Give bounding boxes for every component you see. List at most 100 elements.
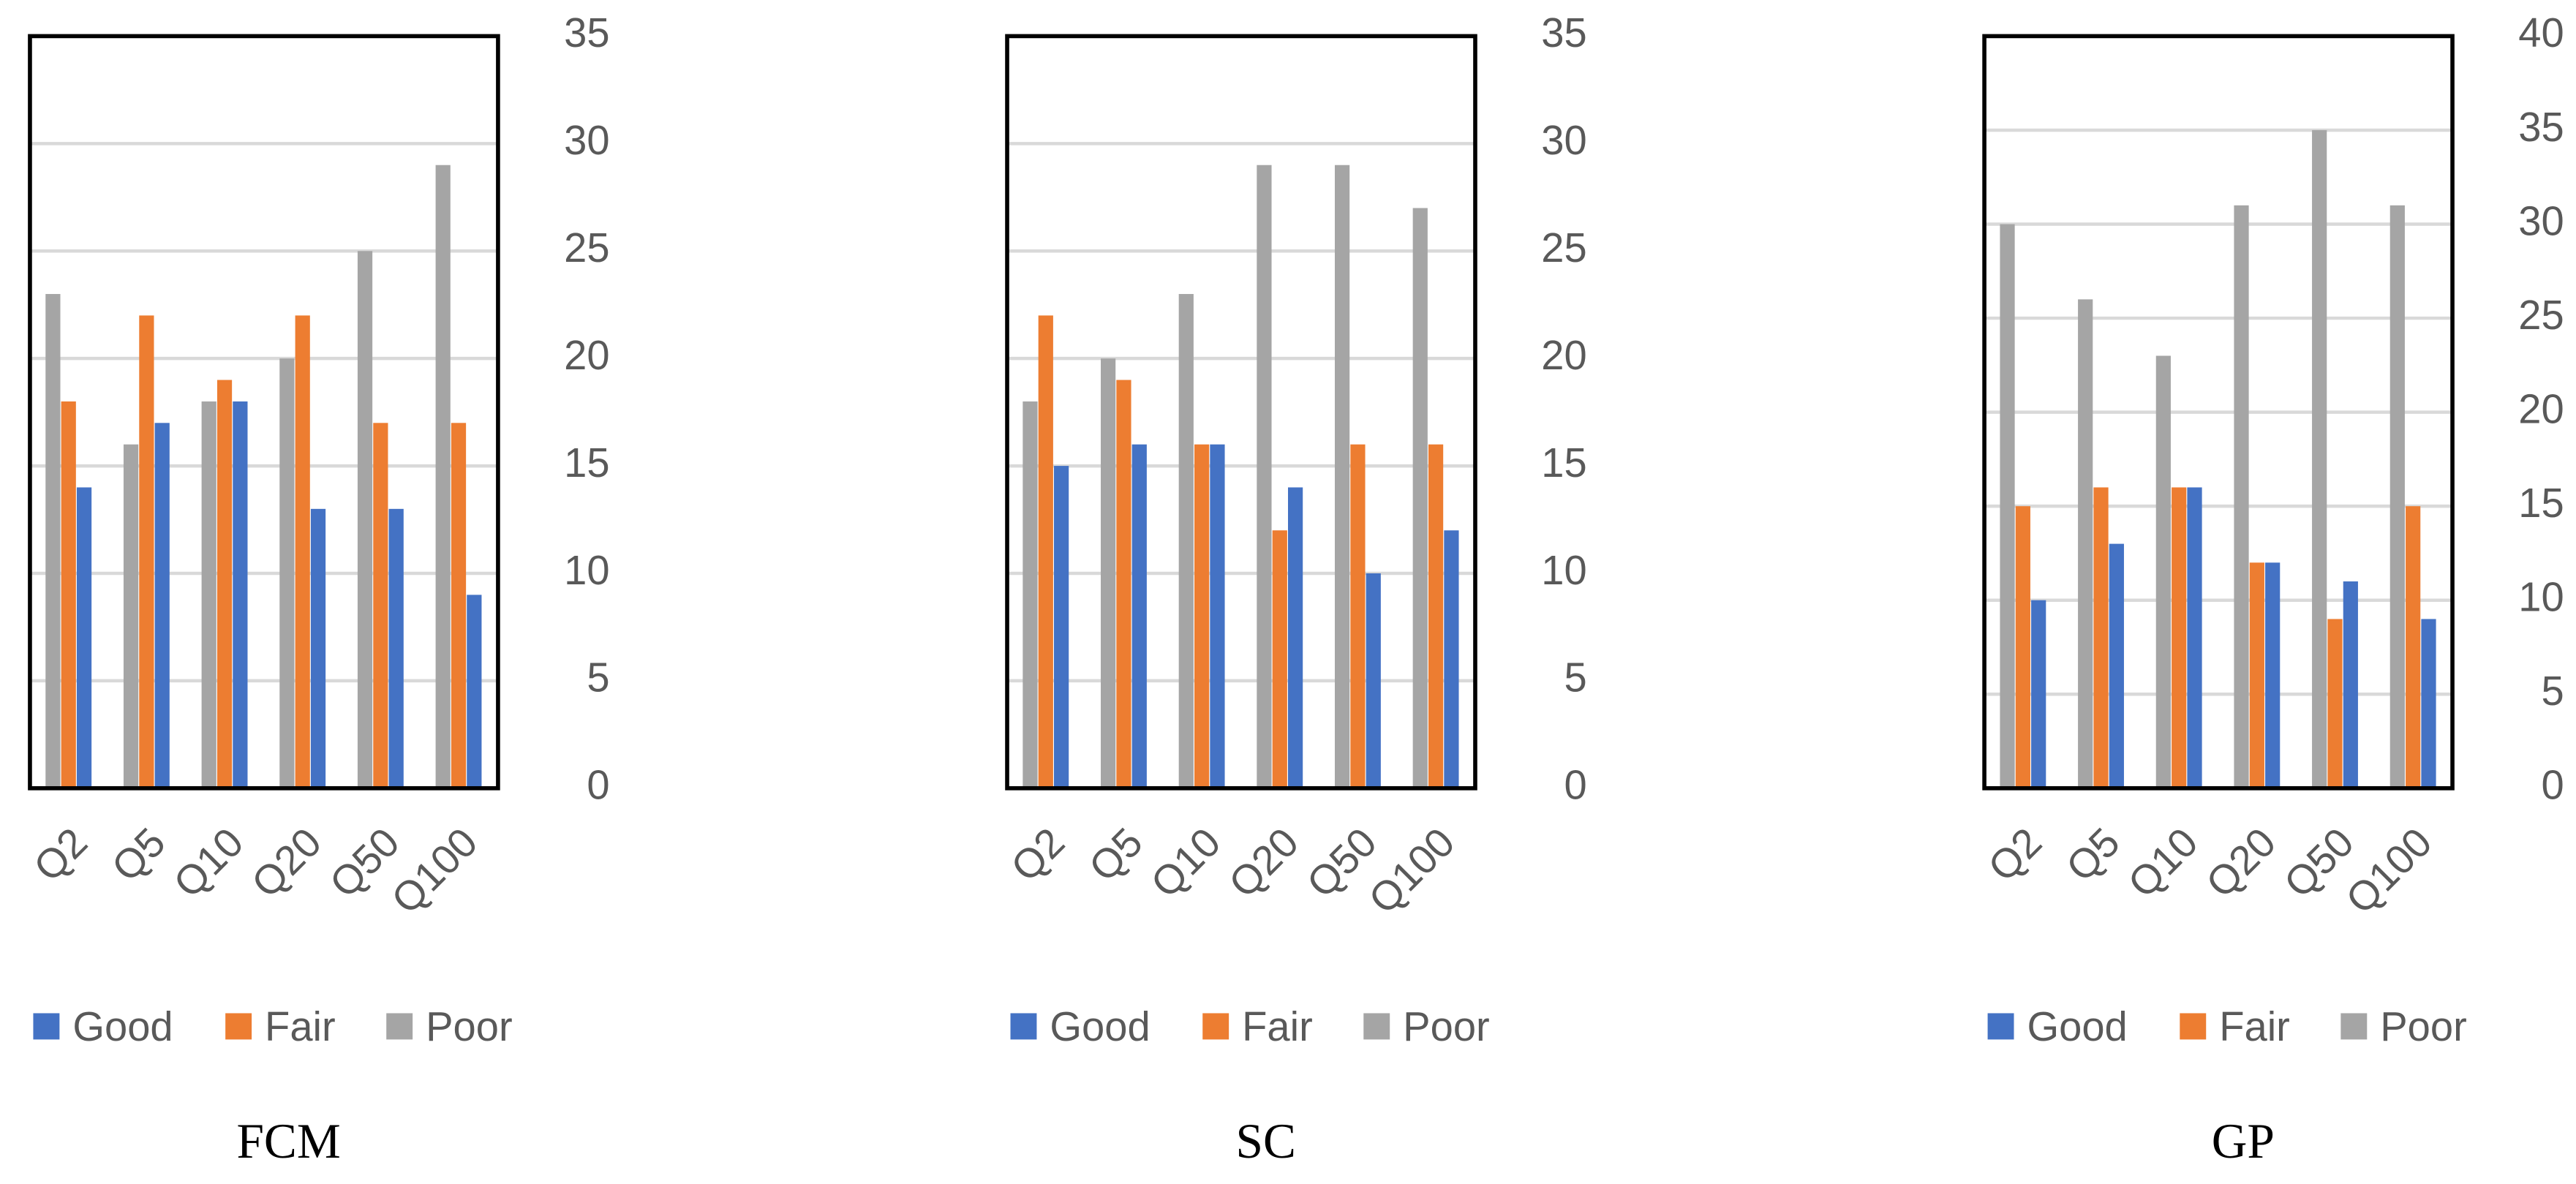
bar: [2172, 487, 2187, 788]
y-tick-label: 25: [1541, 225, 1586, 271]
bar: [2234, 205, 2249, 788]
bar: [1023, 401, 1038, 788]
y-tick-label: 5: [1564, 655, 1586, 701]
bar: [1428, 444, 1444, 788]
legend-swatch: [225, 1013, 252, 1040]
y-tick-label: 20: [1541, 332, 1586, 378]
bar: [2249, 562, 2264, 788]
legend-swatch: [33, 1013, 60, 1040]
bar: [357, 251, 373, 788]
legend-swatch: [2340, 1013, 2368, 1040]
bar: [1257, 165, 1272, 788]
bar: [451, 423, 467, 788]
x-tick-label: Q100: [383, 819, 486, 923]
legend-swatch: [1987, 1013, 2014, 1040]
bar: [435, 165, 451, 788]
x-tick-label: Q2: [25, 819, 96, 890]
y-tick-label: 30: [2518, 197, 2564, 244]
bar: [61, 401, 76, 788]
legend-label: Fair: [1242, 1003, 1313, 1049]
bar: [2187, 487, 2202, 788]
x-tick-label: Q20: [1220, 819, 1308, 907]
bar: [2421, 619, 2436, 788]
chart-title: GP: [2212, 1114, 2275, 1169]
bar: [1116, 380, 1131, 788]
bar: [310, 508, 326, 788]
y-tick-label: 10: [564, 547, 609, 593]
bar: [2312, 129, 2327, 788]
y-tick-label: 10: [1541, 547, 1586, 593]
x-tick-label: Q10: [165, 819, 252, 907]
bar: [76, 487, 92, 788]
bar: [1038, 315, 1053, 788]
bar: [2109, 543, 2124, 788]
bar: [467, 595, 482, 788]
plot-frame: [1982, 34, 2455, 791]
bar: [1334, 165, 1350, 788]
y-tick-label: 30: [564, 117, 609, 163]
bar: [2265, 562, 2281, 788]
y-tick-label: 0: [587, 762, 609, 808]
bar: [2343, 581, 2358, 788]
bar: [1194, 444, 1210, 788]
legend-swatch: [386, 1013, 413, 1040]
bar: [2000, 224, 2015, 788]
bar: [1054, 466, 1069, 788]
bar: [388, 508, 404, 788]
bar: [1350, 444, 1366, 788]
bar: [1412, 208, 1428, 788]
bar: [279, 358, 295, 788]
x-tick-label: Q2: [1002, 819, 1073, 890]
plot-frame: [1005, 34, 1477, 791]
x-tick-label: Q5: [1080, 819, 1150, 890]
bar: [2093, 487, 2109, 788]
y-tick-label: 10: [2518, 574, 2564, 620]
bar: [2406, 506, 2421, 788]
bar: [1444, 530, 1459, 788]
bar: [1366, 573, 1381, 788]
y-tick-label: 35: [2518, 104, 2564, 150]
bar: [2015, 506, 2030, 788]
bar: [373, 423, 388, 788]
bar: [216, 380, 233, 788]
y-tick-label: 15: [2518, 480, 2564, 526]
legend-swatch: [1010, 1013, 1037, 1040]
legend-swatch: [1202, 1013, 1229, 1040]
bar: [154, 423, 170, 788]
x-tick-label: Q20: [2197, 819, 2285, 907]
bar: [201, 401, 216, 788]
legend-label: Poor: [426, 1003, 513, 1049]
y-tick-label: 5: [2542, 668, 2564, 714]
x-tick-label: Q10: [1142, 819, 1229, 907]
bar: [1101, 358, 1116, 788]
bar: [45, 294, 61, 788]
legend-label: Good: [2027, 1003, 2127, 1049]
legend-label: Poor: [2380, 1003, 2467, 1049]
y-tick-label: 15: [564, 440, 609, 486]
y-tick-label: 20: [2518, 385, 2564, 431]
legend-label: Poor: [1403, 1003, 1490, 1049]
bar: [2155, 355, 2171, 788]
x-tick-label: Q100: [1360, 819, 1464, 923]
bar: [123, 444, 139, 788]
bar: [1178, 294, 1194, 788]
bar: [2031, 600, 2046, 788]
x-tick-label: Q100: [2337, 819, 2441, 923]
x-tick-label: Q10: [2119, 819, 2207, 907]
bar: [233, 401, 248, 788]
legend-label: Fair: [265, 1003, 336, 1049]
y-tick-label: 30: [1541, 117, 1586, 163]
chart-title: FCM: [236, 1114, 340, 1169]
bar: [1210, 444, 1225, 788]
plot-frame: [28, 34, 500, 791]
y-tick-label: 40: [2518, 10, 2564, 56]
y-tick-label: 35: [564, 10, 609, 56]
legend-swatch: [2180, 1013, 2207, 1040]
bar: [2389, 205, 2405, 788]
bar: [1288, 487, 1303, 788]
bar: [1272, 530, 1287, 788]
y-tick-label: 25: [2518, 292, 2564, 338]
bar: [1131, 444, 1147, 788]
legend-label: Fair: [2219, 1003, 2290, 1049]
